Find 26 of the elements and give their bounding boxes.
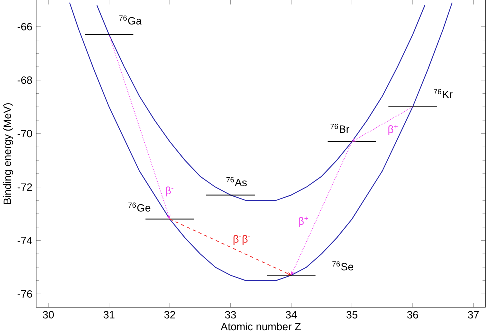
annotation: β$^{+}$ <box>388 125 398 136</box>
x-tick-label: 35 <box>346 311 358 319</box>
annotation: $^{76}$Br <box>330 124 350 133</box>
x-tick-label: 34 <box>286 311 298 319</box>
x-tick-label: 30 <box>43 311 54 319</box>
x-axis-title: Atomic number Z <box>220 322 301 331</box>
annotation: β$^{+}$ <box>299 216 308 228</box>
annotation: $^{76}$Kr <box>434 89 453 98</box>
y-tick-label: -66 <box>18 23 32 31</box>
annotation: $^{76}$As <box>226 177 247 186</box>
annotation: $^{76}$Ge <box>128 202 151 212</box>
y-axis-title: Binding energy (MeV) <box>4 103 14 204</box>
y-tick-label: -74 <box>18 237 32 244</box>
y-tick-label: -72 <box>18 184 32 191</box>
annotation: β$^{-}$ <box>166 186 174 197</box>
x-tick-label: 31 <box>104 311 115 319</box>
x-tick-label: 32 <box>164 311 176 319</box>
annotation: $^{76}$Se <box>332 262 354 271</box>
x-tick-label: 37 <box>468 311 479 319</box>
annotation: $^{76}$Ga <box>120 16 142 25</box>
x-tick-label: 36 <box>407 311 418 319</box>
y-tick-label: -76 <box>18 290 32 298</box>
annotation: β$^{-}$β$^{-}$ <box>234 235 250 246</box>
y-tick-label: -68 <box>18 76 32 84</box>
y-tick-label: -70 <box>18 130 32 138</box>
x-tick-label: 33 <box>225 311 236 319</box>
